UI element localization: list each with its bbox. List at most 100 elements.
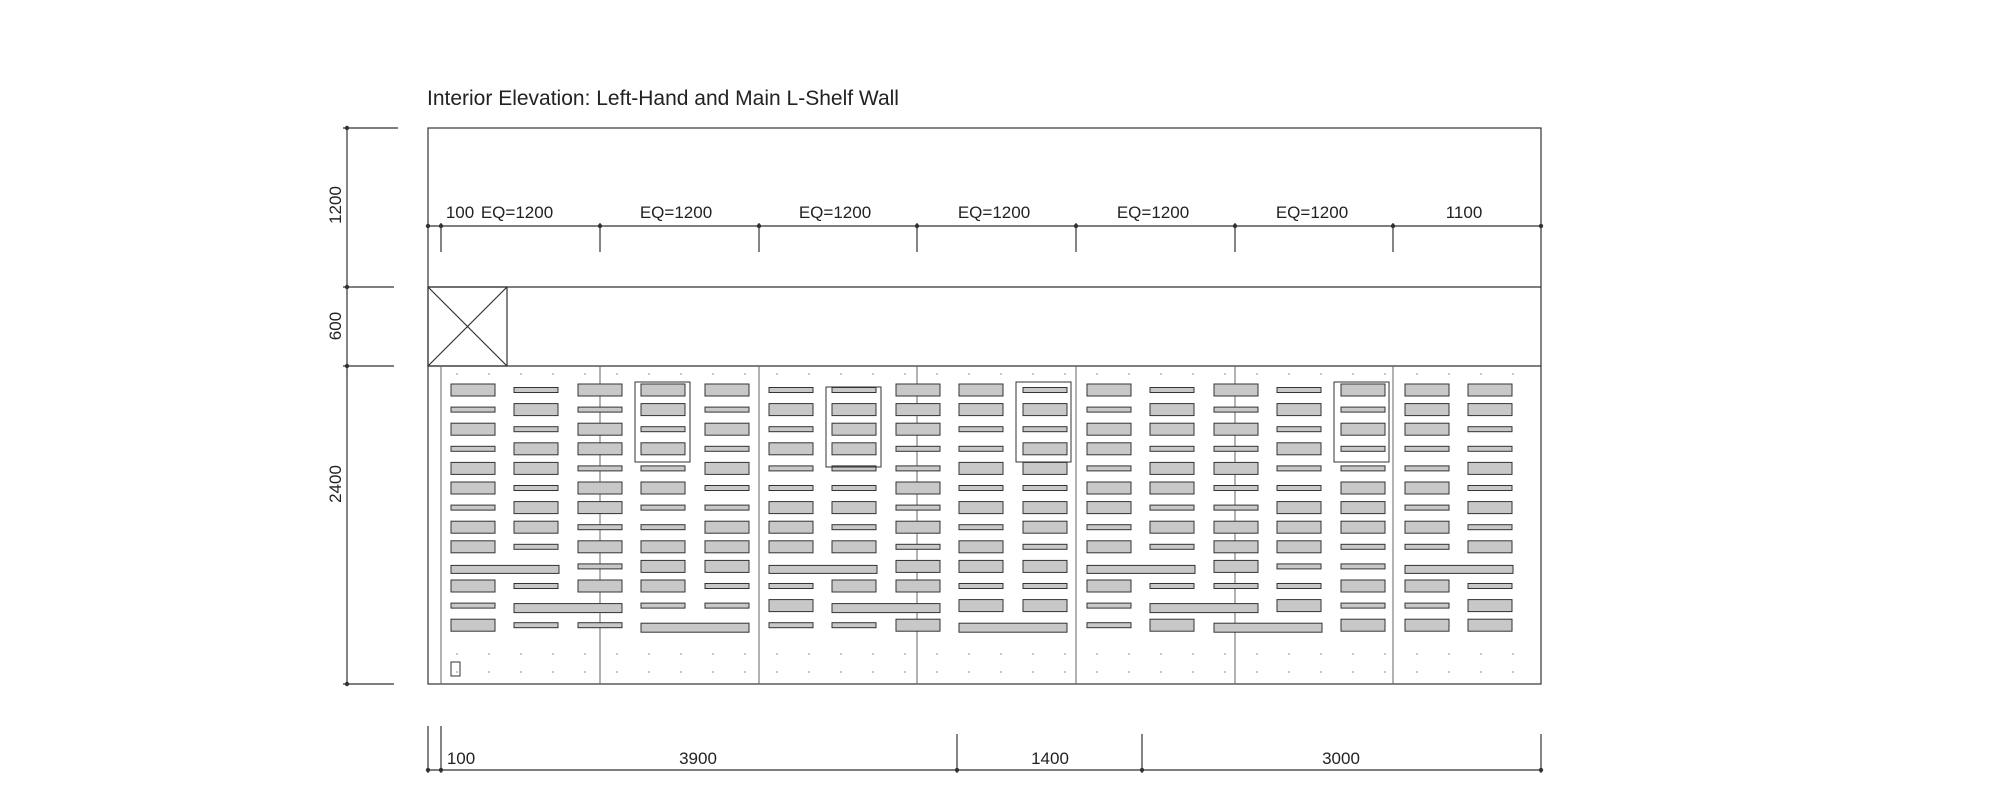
shelf: [1276, 485, 1322, 491]
shelf: [1149, 403, 1195, 417]
shelf-long: [768, 564, 878, 574]
peg-dot: [456, 373, 458, 375]
shelf: [640, 481, 686, 495]
shelf: [1467, 485, 1513, 491]
peg-dot: [1096, 373, 1098, 375]
peg-dot: [520, 653, 522, 655]
shelf: [704, 422, 750, 436]
shelf: [831, 403, 877, 417]
shelf: [1022, 520, 1068, 534]
peg-dot: [776, 671, 778, 673]
shelf: [450, 481, 496, 495]
peg-dot: [1352, 653, 1354, 655]
shelf: [513, 442, 559, 456]
peg-dot: [1224, 373, 1226, 375]
peg-dot: [584, 653, 586, 655]
shelf-long: [640, 622, 750, 633]
shelf: [831, 422, 877, 436]
shelf: [577, 622, 623, 629]
shelf: [1022, 583, 1068, 589]
bottom-dim-label-3900: 3900: [679, 749, 717, 768]
peg-dot: [1352, 373, 1354, 375]
shelf: [1086, 524, 1132, 531]
shelf: [831, 485, 877, 491]
peg-dot: [680, 653, 682, 655]
shelf: [513, 387, 559, 393]
bottom-dimension-chain: [427, 726, 1542, 773]
shelf: [958, 461, 1004, 475]
shelf: [768, 622, 814, 629]
shelf: [1467, 501, 1513, 515]
shelf: [1340, 445, 1386, 452]
shelf: [1340, 465, 1386, 472]
shelf-long: [1213, 622, 1323, 633]
shelf: [1213, 504, 1259, 511]
shelf: [450, 504, 496, 511]
shelf: [1276, 583, 1322, 589]
shelf: [1404, 383, 1450, 397]
peg-dot: [904, 653, 906, 655]
shelf: [1022, 387, 1068, 393]
peg-dot: [872, 671, 874, 673]
shelf: [1022, 426, 1068, 433]
top-dim-label-eq-1: EQ=1200: [481, 203, 553, 222]
shelf: [1404, 543, 1450, 550]
shelf: [1022, 442, 1068, 456]
peg-dot: [1000, 373, 1002, 375]
shelf: [1404, 618, 1450, 632]
peg-dot: [968, 373, 970, 375]
peg-dot: [840, 671, 842, 673]
peg-dot: [904, 373, 906, 375]
shelf: [640, 524, 686, 531]
shelf: [1340, 383, 1386, 397]
peg-dot: [648, 671, 650, 673]
shelf: [1149, 504, 1195, 511]
shelf: [958, 599, 1004, 613]
shelf: [640, 465, 686, 472]
shelf: [958, 524, 1004, 531]
peg-dot: [936, 653, 938, 655]
top-dim-label-1100: 1100: [1446, 203, 1483, 222]
shelf: [513, 583, 559, 589]
shelf: [1276, 540, 1322, 554]
peg-dot: [1064, 671, 1066, 673]
display-frame: [1015, 381, 1072, 463]
shelf: [1213, 422, 1259, 436]
vertical-dim-label-1200: 1200: [326, 186, 345, 224]
shelf: [1276, 403, 1322, 417]
shelf: [513, 622, 559, 629]
shelf: [1404, 403, 1450, 417]
peg-dot: [1416, 653, 1418, 655]
peg-dot: [1256, 671, 1258, 673]
peg-dot: [840, 653, 842, 655]
shelf: [1404, 422, 1450, 436]
peg-dot: [1384, 373, 1386, 375]
shelf: [1340, 520, 1386, 534]
shelf: [1086, 422, 1132, 436]
shelf: [577, 540, 623, 554]
peg-dot: [776, 373, 778, 375]
shelf: [640, 540, 686, 554]
vertical-dimension-chain: [343, 127, 398, 685]
shelf: [895, 481, 941, 495]
shelf: [704, 485, 750, 491]
shelf: [768, 387, 814, 393]
shelf: [768, 501, 814, 515]
peg-dot: [1224, 653, 1226, 655]
shelf: [1340, 422, 1386, 436]
shelves: [450, 383, 1514, 633]
shelf: [640, 602, 686, 609]
shelf: [1022, 485, 1068, 491]
shelf: [895, 543, 941, 550]
shelf: [1467, 403, 1513, 417]
shelf: [1086, 383, 1132, 397]
peg-dot: [744, 671, 746, 673]
shelf: [895, 383, 941, 397]
peg-dot: [1128, 373, 1130, 375]
peg-dot: [616, 653, 618, 655]
peg-dot: [1320, 373, 1322, 375]
shelf: [513, 426, 559, 433]
shelf: [1086, 481, 1132, 495]
shelf: [958, 485, 1004, 491]
shelf: [831, 622, 877, 629]
